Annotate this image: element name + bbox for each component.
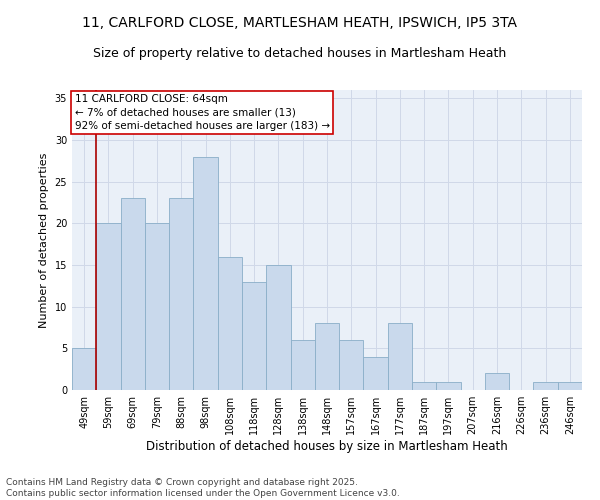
Bar (266, 265, 290, 390)
Bar (72, 348, 96, 390)
Bar (533, 382, 558, 390)
Bar (121, 198, 145, 390)
Text: 11 CARLFORD CLOSE: 64sqm
← 7% of detached houses are smaller (13)
92% of semi-de: 11 CARLFORD CLOSE: 64sqm ← 7% of detache… (74, 94, 329, 131)
Bar (558, 382, 582, 390)
Bar (290, 340, 315, 390)
Bar (412, 382, 436, 390)
Bar (96, 224, 121, 390)
Text: Contains HM Land Registry data © Crown copyright and database right 2025.
Contai: Contains HM Land Registry data © Crown c… (6, 478, 400, 498)
Bar (242, 282, 266, 390)
Bar (145, 224, 169, 390)
Text: 11, CARLFORD CLOSE, MARTLESHAM HEATH, IPSWICH, IP5 3TA: 11, CARLFORD CLOSE, MARTLESHAM HEATH, IP… (83, 16, 517, 30)
Bar (339, 340, 364, 390)
Bar (485, 374, 509, 390)
Bar (364, 356, 388, 390)
Bar (436, 382, 461, 390)
Bar (218, 256, 242, 390)
Y-axis label: Number of detached properties: Number of detached properties (39, 152, 49, 328)
Bar (315, 324, 339, 390)
X-axis label: Distribution of detached houses by size in Martlesham Heath: Distribution of detached houses by size … (146, 440, 508, 453)
Bar (169, 198, 193, 390)
Bar (193, 156, 218, 390)
Text: Size of property relative to detached houses in Martlesham Heath: Size of property relative to detached ho… (94, 47, 506, 60)
Bar (388, 324, 412, 390)
